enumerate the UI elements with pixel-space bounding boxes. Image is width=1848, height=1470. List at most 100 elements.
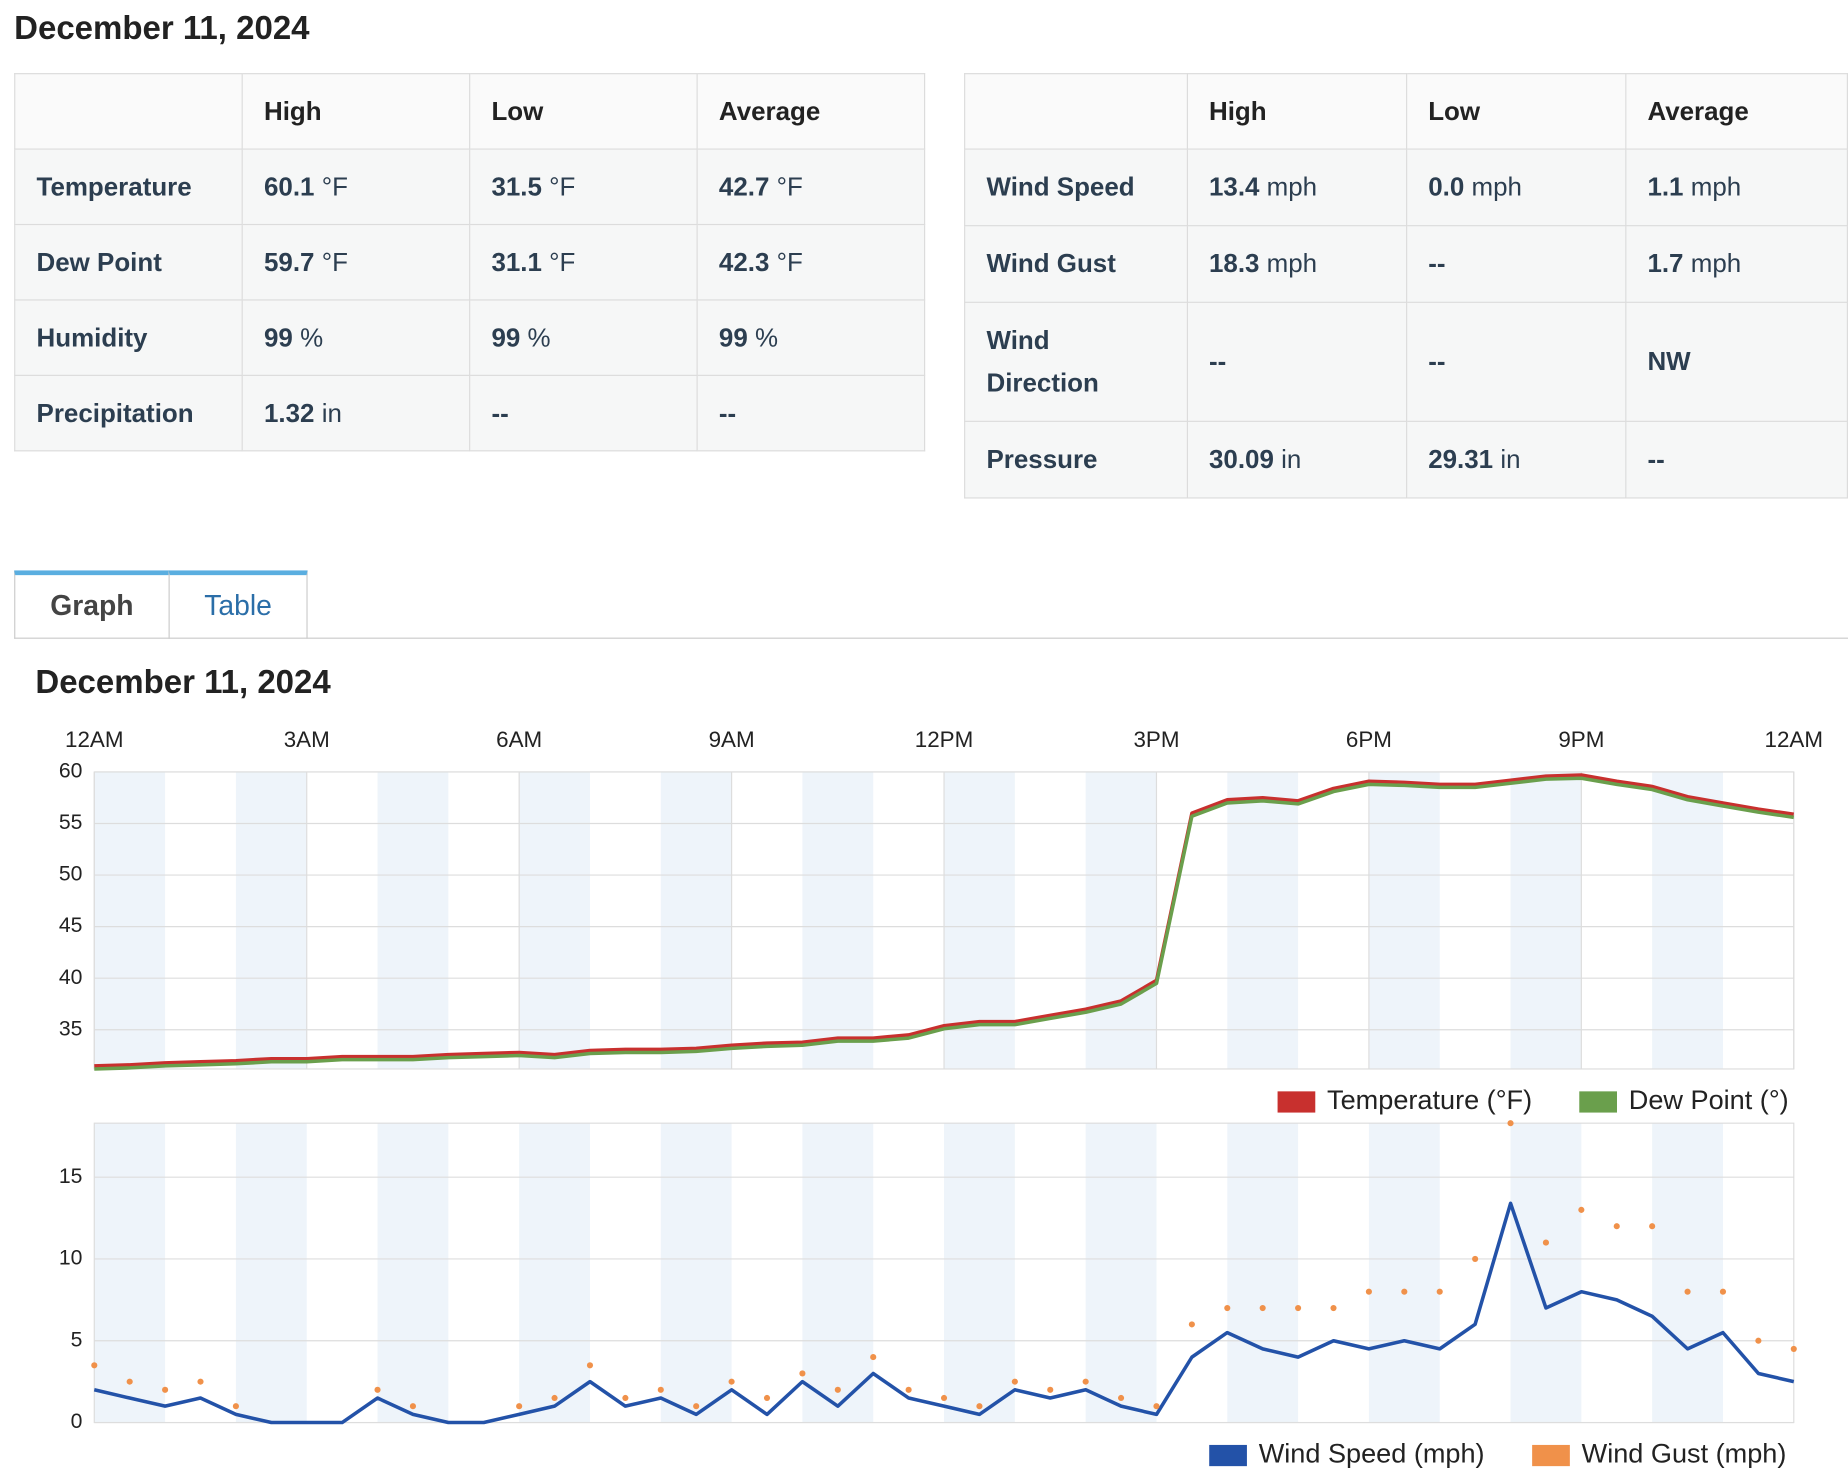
row-label-cell: Dew Point [14,223,243,301]
gust-point [1188,1321,1195,1328]
value-cell: -- [469,374,698,452]
y-tick-label: 50 [59,863,83,886]
y-tick-label: 10 [59,1247,83,1270]
cell-value: -- [718,397,737,428]
row-label-cell: Temperature [14,148,243,226]
hour-band [1085,1123,1157,1423]
cell-unit: °F [321,246,348,277]
gust-point [799,1370,806,1377]
summary-table: High Low Average Temperature 60.1 °F 31.5 °F 4… [14,73,926,452]
gust-point [870,1354,877,1361]
hour-band [1652,771,1723,1069]
value-cell: 1.7 mph [1625,225,1848,303]
cell-value: 18.3 [1208,248,1260,279]
value-cell: 60.1 °F [241,148,471,226]
row-label-cell: Wind Gust [964,225,1188,303]
gust-point [551,1394,558,1402]
y-tick-label: 0 [71,1410,83,1433]
cell-unit: mph [1690,172,1742,202]
x-tick-label: 6PM [1346,727,1392,752]
y-tick-label: 45 [59,914,83,937]
gust-point [1436,1288,1443,1295]
row-label: Wind Gust [986,248,1116,279]
cell-unit: % [755,322,779,352]
legend-swatch [1532,1444,1570,1467]
table-row: Pressure 30.09 in 29.31 in -- [964,420,1848,499]
gust-point [1153,1403,1160,1410]
hour-band [1510,1123,1582,1423]
cell-unit: °F [321,171,348,201]
hour-band [1510,771,1582,1069]
column-header: High [1186,73,1407,150]
series-line [94,776,1795,1071]
hour-band [660,1123,732,1423]
legend-label: Temperature (°F) [1327,1084,1532,1115]
gust-point [162,1386,169,1393]
gust-point [1330,1304,1337,1312]
cell-value: 60.1 [263,171,315,201]
x-tick-label: 9PM [1558,727,1604,752]
y-tick-label: 5 [71,1328,83,1351]
value-cell: 99 % [696,299,926,376]
column-header [14,73,243,150]
gust-point [1472,1255,1479,1263]
gust-point [1542,1239,1550,1246]
hour-band [944,1123,1015,1423]
tab[interactable]: Table [168,570,308,639]
gust-point [1011,1378,1018,1385]
gust-point [657,1386,664,1393]
gust-point [622,1394,629,1402]
gust-point [1224,1304,1231,1312]
gust-point [1118,1394,1125,1402]
cell-value: 42.7 [718,171,770,201]
legend-label: Dew Point (°) [1629,1084,1789,1115]
x-tick-label: 9AM [709,727,755,752]
gust-point [516,1403,523,1410]
row-label-cell: Wind Speed [964,148,1188,227]
row-label: Pressure [986,444,1098,474]
value-cell: NW [1625,301,1848,422]
value-cell: 42.3 °F [696,223,926,301]
hour-band [94,771,166,1069]
header-row: High Low Average [14,73,926,150]
legend-swatch [1579,1091,1617,1113]
series-line [94,773,1795,1068]
row-label-cell: Precipitation [14,374,243,452]
cell-value: 59.7 [263,246,315,277]
cell-value: 13.4 [1208,172,1260,202]
x-tick-label: 3PM [1133,727,1179,752]
value-cell: -- [1405,225,1627,303]
cell-value: 42.3 [718,246,770,277]
cell-value: -- [1647,444,1665,474]
cell-unit: mph [1266,248,1318,279]
cell-unit: % [527,322,551,352]
cell-unit: mph [1690,248,1742,279]
cell-value: 31.5 [491,171,542,201]
hour-band [1227,1123,1299,1423]
gust-point [1507,1120,1514,1127]
value-cell: 30.09 in [1186,420,1407,499]
cell-value: -- [491,397,509,428]
cell-value: 30.09 [1208,444,1274,474]
table-row: Temperature 60.1 °F 31.5 °F 42.7 °F [14,148,926,226]
table-row: Wind Speed 13.4 mph 0.0 mph 1.1 mph [964,148,1848,227]
gust-point [1684,1288,1691,1295]
y-tick-label: 60 [59,760,83,783]
gust-point [1613,1223,1620,1230]
gust-point [1755,1337,1762,1344]
y-tick-label: 35 [59,1017,83,1040]
series-line [93,1201,1795,1425]
hour-band [802,771,874,1069]
value-cell: 1.1 mph [1625,148,1848,227]
cell-value: 29.31 [1428,444,1494,474]
value-cell: 1.32 in [241,374,471,452]
cell-value: 99 [718,322,748,352]
row-label: Temperature [36,171,192,201]
hour-band [519,771,590,1069]
column-header: High [241,73,471,150]
hour-band [235,771,307,1069]
x-tick-label: 12AM [65,727,123,752]
value-cell: 0.0 mph [1405,148,1627,227]
value-cell: -- [1186,301,1407,422]
row-label: Humidity [36,322,148,352]
